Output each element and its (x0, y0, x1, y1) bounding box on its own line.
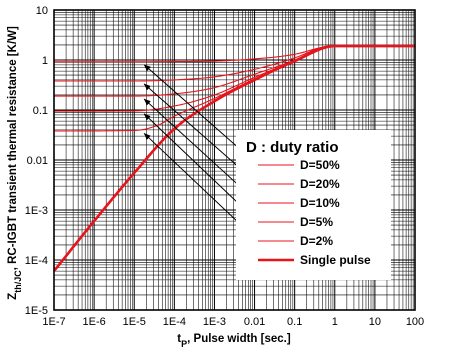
y-tick-label: 1E-4 (25, 255, 48, 267)
x-tick-label: 0.1 (287, 316, 302, 328)
legend-title: D : duty ratio (246, 139, 339, 156)
curve-line (54, 45, 415, 63)
y-axis-title-rest: , RC-IGBT transient thermal resistance [… (7, 26, 19, 270)
x-tick-label: 100 (406, 316, 424, 328)
legend: D : duty ratio D=50% D=20% D=10% D=5% D=2% Si… (236, 130, 391, 280)
x-axis-title-subscript: P (181, 339, 187, 349)
legend-label: D=50% (300, 158, 340, 172)
y-axis-title-subscript: th/JC (13, 270, 23, 293)
y-tick-label: 10 (36, 5, 48, 17)
x-tick-labels: 1E-7 1E-6 1E-5 1E-4 1E-3 0.01 0.1 1 10 100 (42, 316, 424, 328)
legend-label: Single pulse (300, 253, 371, 267)
x-axis-title: tP, Pulse width [sec.] (177, 333, 291, 349)
x-tick-label: 1E-5 (123, 316, 146, 328)
plot-frame (53, 9, 416, 311)
curve-line (54, 45, 415, 112)
x-tick-label: 1E-7 (42, 316, 65, 328)
y-tick-label: 1E-5 (25, 305, 48, 317)
y-tick-label: 1E-3 (25, 205, 48, 217)
y-axis-title: Zth/JC, RC-IGBT transient thermal resist… (7, 26, 23, 300)
y-tick-label: 0.1 (33, 105, 48, 117)
legend-label: D=2% (300, 234, 333, 248)
x-tick-label: 1E-3 (203, 316, 226, 328)
x-tick-label: 1E-4 (163, 316, 186, 328)
x-tick-label: 10 (369, 316, 381, 328)
legend-label: D=5% (300, 215, 333, 229)
x-tick-label: 0.01 (244, 316, 265, 328)
y-tick-label: 1 (42, 55, 48, 67)
x-tick-label: 1E-6 (82, 316, 105, 328)
legend-label: D=10% (300, 196, 340, 210)
curve-layer (52, 44, 415, 272)
x-axis-title-main: t (177, 333, 181, 345)
y-tick-labels: 1E-5 1E-4 1E-3 0.01 0.1 1 10 (25, 5, 48, 317)
legend-entries: D=50% D=20% D=10% D=5% D=2% Single pulse (258, 158, 371, 267)
curve-line (52, 44, 415, 272)
curve-line (54, 45, 415, 82)
x-axis-title-rest: , Pulse width [sec.] (187, 333, 291, 345)
legend-box (236, 130, 391, 280)
legend-label: D=20% (300, 177, 340, 191)
x-tick-label: 1 (332, 316, 338, 328)
y-axis-title-main: Z (7, 293, 19, 300)
y-tick-label: 0.01 (27, 155, 48, 167)
